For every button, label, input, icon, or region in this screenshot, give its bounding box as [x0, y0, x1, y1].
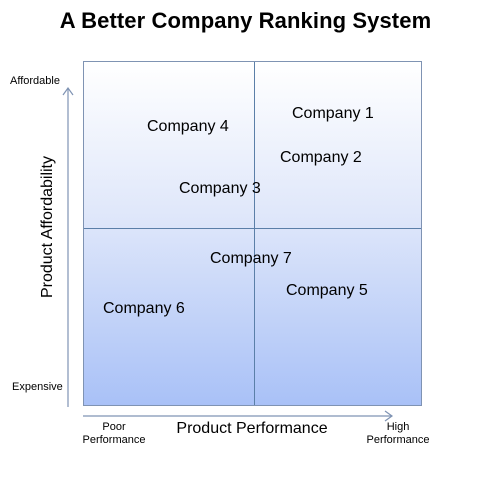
company-6-label: Company 6 [103, 300, 185, 317]
x-axis-arrow [83, 410, 394, 422]
company-3-label: Company 3 [179, 180, 261, 197]
horizontal-divider [84, 228, 421, 229]
x-axis-left-label: Poor Performance [82, 421, 146, 447]
company-2-label: Company 2 [280, 149, 362, 166]
company-1-label: Company 1 [292, 105, 374, 122]
y-axis-bottom-label: Expensive [12, 381, 63, 393]
x-axis-right-label: High Performance [363, 421, 433, 447]
x-axis-title: Product Performance [176, 420, 328, 437]
x-axis-left-label-line2: Performance [82, 434, 146, 446]
y-axis-title: Product Affordability [39, 155, 56, 299]
y-axis-top-label: Affordable [10, 75, 60, 87]
x-axis-right-label-line1: High [386, 421, 410, 433]
quadrant-plot: Company 1 Company 2 Company 3 Company 4 … [83, 61, 422, 406]
diagram-title: A Better Company Ranking System [59, 8, 432, 33]
company-5-label: Company 5 [286, 282, 368, 299]
x-axis-left-label-line1: Poor [102, 421, 126, 433]
company-4-label: Company 4 [147, 118, 229, 135]
vertical-divider [254, 62, 255, 405]
x-axis-right-label-line2: Performance [366, 434, 430, 446]
company-7-label: Company 7 [210, 250, 292, 267]
y-axis-arrow [62, 86, 74, 407]
